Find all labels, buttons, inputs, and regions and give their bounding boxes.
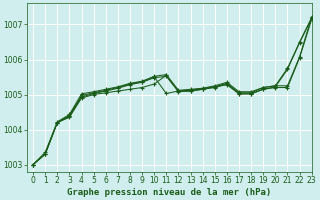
X-axis label: Graphe pression niveau de la mer (hPa): Graphe pression niveau de la mer (hPa) (67, 188, 271, 197)
